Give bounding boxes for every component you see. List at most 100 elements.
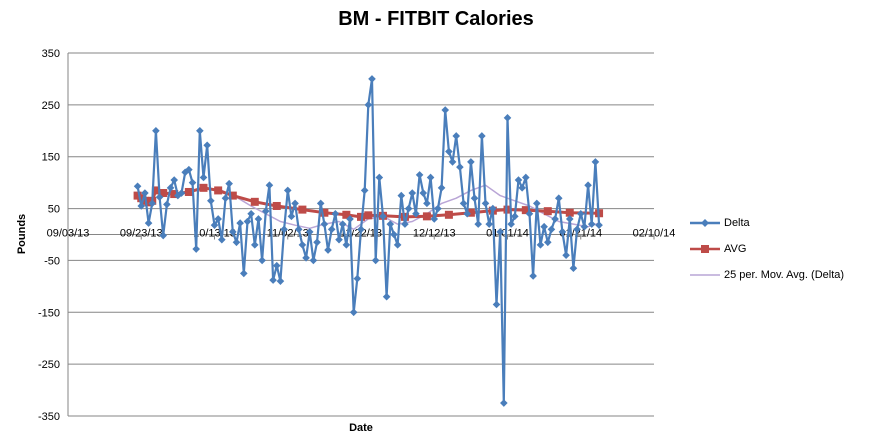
- data-point: [397, 191, 406, 200]
- data-point: [133, 182, 142, 191]
- legend: Delta AVG 25 per. Mov. Avg. (Delta): [690, 210, 844, 288]
- data-point: [232, 238, 241, 247]
- series-line: [136, 77, 601, 405]
- data-point: [587, 220, 596, 228]
- data-point: [500, 399, 508, 407]
- data-point: [507, 220, 515, 228]
- data-point: [214, 186, 223, 195]
- x-tick-label: 09/23/13: [120, 228, 163, 240]
- data-point: [199, 173, 208, 182]
- data-point: [250, 197, 259, 206]
- data-point: [294, 225, 303, 234]
- data-point: [320, 220, 329, 228]
- x-tick-label: 12/12/13: [413, 228, 456, 240]
- data-point: [525, 209, 534, 218]
- data-point: [368, 75, 376, 83]
- data-point: [261, 207, 270, 215]
- data-point: [316, 199, 325, 208]
- data-point: [338, 220, 347, 228]
- y-axis-ticks: 350 250 150 50 -50 -150 -250 -350: [38, 48, 60, 423]
- data-point: [320, 208, 329, 217]
- data-point: [584, 181, 592, 190]
- data-point: [382, 292, 391, 301]
- legend-item: Delta: [690, 210, 844, 236]
- data-point: [481, 199, 490, 208]
- data-point: [177, 189, 186, 197]
- data-point: [415, 171, 424, 179]
- y-tick-label: 350: [42, 48, 60, 60]
- data-point: [196, 126, 204, 135]
- data-point: [221, 194, 230, 202]
- data-point: [302, 254, 310, 262]
- data-point: [401, 220, 409, 228]
- data-point: [408, 189, 417, 197]
- data-point: [423, 199, 431, 208]
- data-point: [514, 176, 523, 184]
- data-point: [470, 194, 479, 202]
- data-point: [364, 101, 373, 109]
- data-point: [591, 158, 600, 166]
- data-point: [478, 132, 486, 140]
- data-point: [430, 215, 439, 223]
- data-point: [434, 204, 442, 213]
- data-point: [511, 212, 519, 221]
- data-point: [448, 158, 457, 166]
- y-tick-label: 50: [48, 204, 60, 216]
- data-point: [181, 168, 189, 177]
- data-point: [422, 212, 431, 221]
- data-point: [155, 193, 164, 201]
- data-point: [210, 221, 219, 229]
- data-point: [229, 228, 237, 236]
- data-point: [489, 204, 497, 213]
- data-point: [228, 191, 237, 200]
- y-tick-label: -350: [38, 411, 60, 423]
- data-point: [379, 212, 387, 221]
- data-point: [144, 219, 153, 227]
- data-point: [170, 176, 179, 184]
- data-point: [280, 225, 288, 234]
- data-point: [141, 189, 149, 197]
- y-tick-label: -250: [38, 359, 60, 371]
- data-point: [287, 212, 296, 221]
- series-delta: [133, 75, 603, 407]
- data-point: [272, 261, 281, 270]
- data-point: [353, 274, 362, 283]
- data-point: [185, 165, 193, 174]
- data-point: [492, 300, 501, 309]
- data-point: [474, 220, 482, 228]
- data-point: [331, 209, 340, 218]
- x-tick-label: 10/13/13: [193, 228, 236, 240]
- data-point: [569, 264, 578, 273]
- data-point: [551, 215, 559, 223]
- legend-swatch-marker: [701, 219, 709, 227]
- legend-swatch: [690, 274, 720, 276]
- data-point: [390, 230, 398, 239]
- legend-swatch: [690, 245, 720, 253]
- data-point: [269, 276, 277, 284]
- x-tick-label: 02/10/14: [633, 228, 676, 240]
- data-point: [335, 235, 343, 244]
- data-point: [152, 126, 160, 135]
- data-point: [247, 209, 255, 218]
- data-point: [360, 186, 369, 195]
- data-point: [272, 201, 281, 210]
- legend-item: 25 per. Mov. Avg. (Delta): [690, 262, 844, 288]
- data-point: [357, 225, 365, 234]
- data-point: [467, 158, 475, 166]
- data-point: [342, 241, 351, 249]
- data-point: [558, 228, 567, 236]
- data-point: [364, 211, 373, 220]
- data-point: [466, 208, 475, 217]
- data-point: [522, 173, 530, 182]
- data-point: [386, 220, 395, 228]
- x-axis-title: Date: [349, 422, 373, 434]
- data-point: [441, 106, 450, 114]
- y-tick-label: 150: [42, 152, 60, 164]
- data-point: [188, 178, 197, 187]
- series-layer: [133, 75, 604, 407]
- data-point: [170, 190, 179, 199]
- legend-swatch-marker: [701, 245, 709, 253]
- data-point: [565, 215, 574, 223]
- data-point: [151, 186, 160, 195]
- legend-label: 25 per. Mov. Avg. (Delta): [724, 269, 845, 281]
